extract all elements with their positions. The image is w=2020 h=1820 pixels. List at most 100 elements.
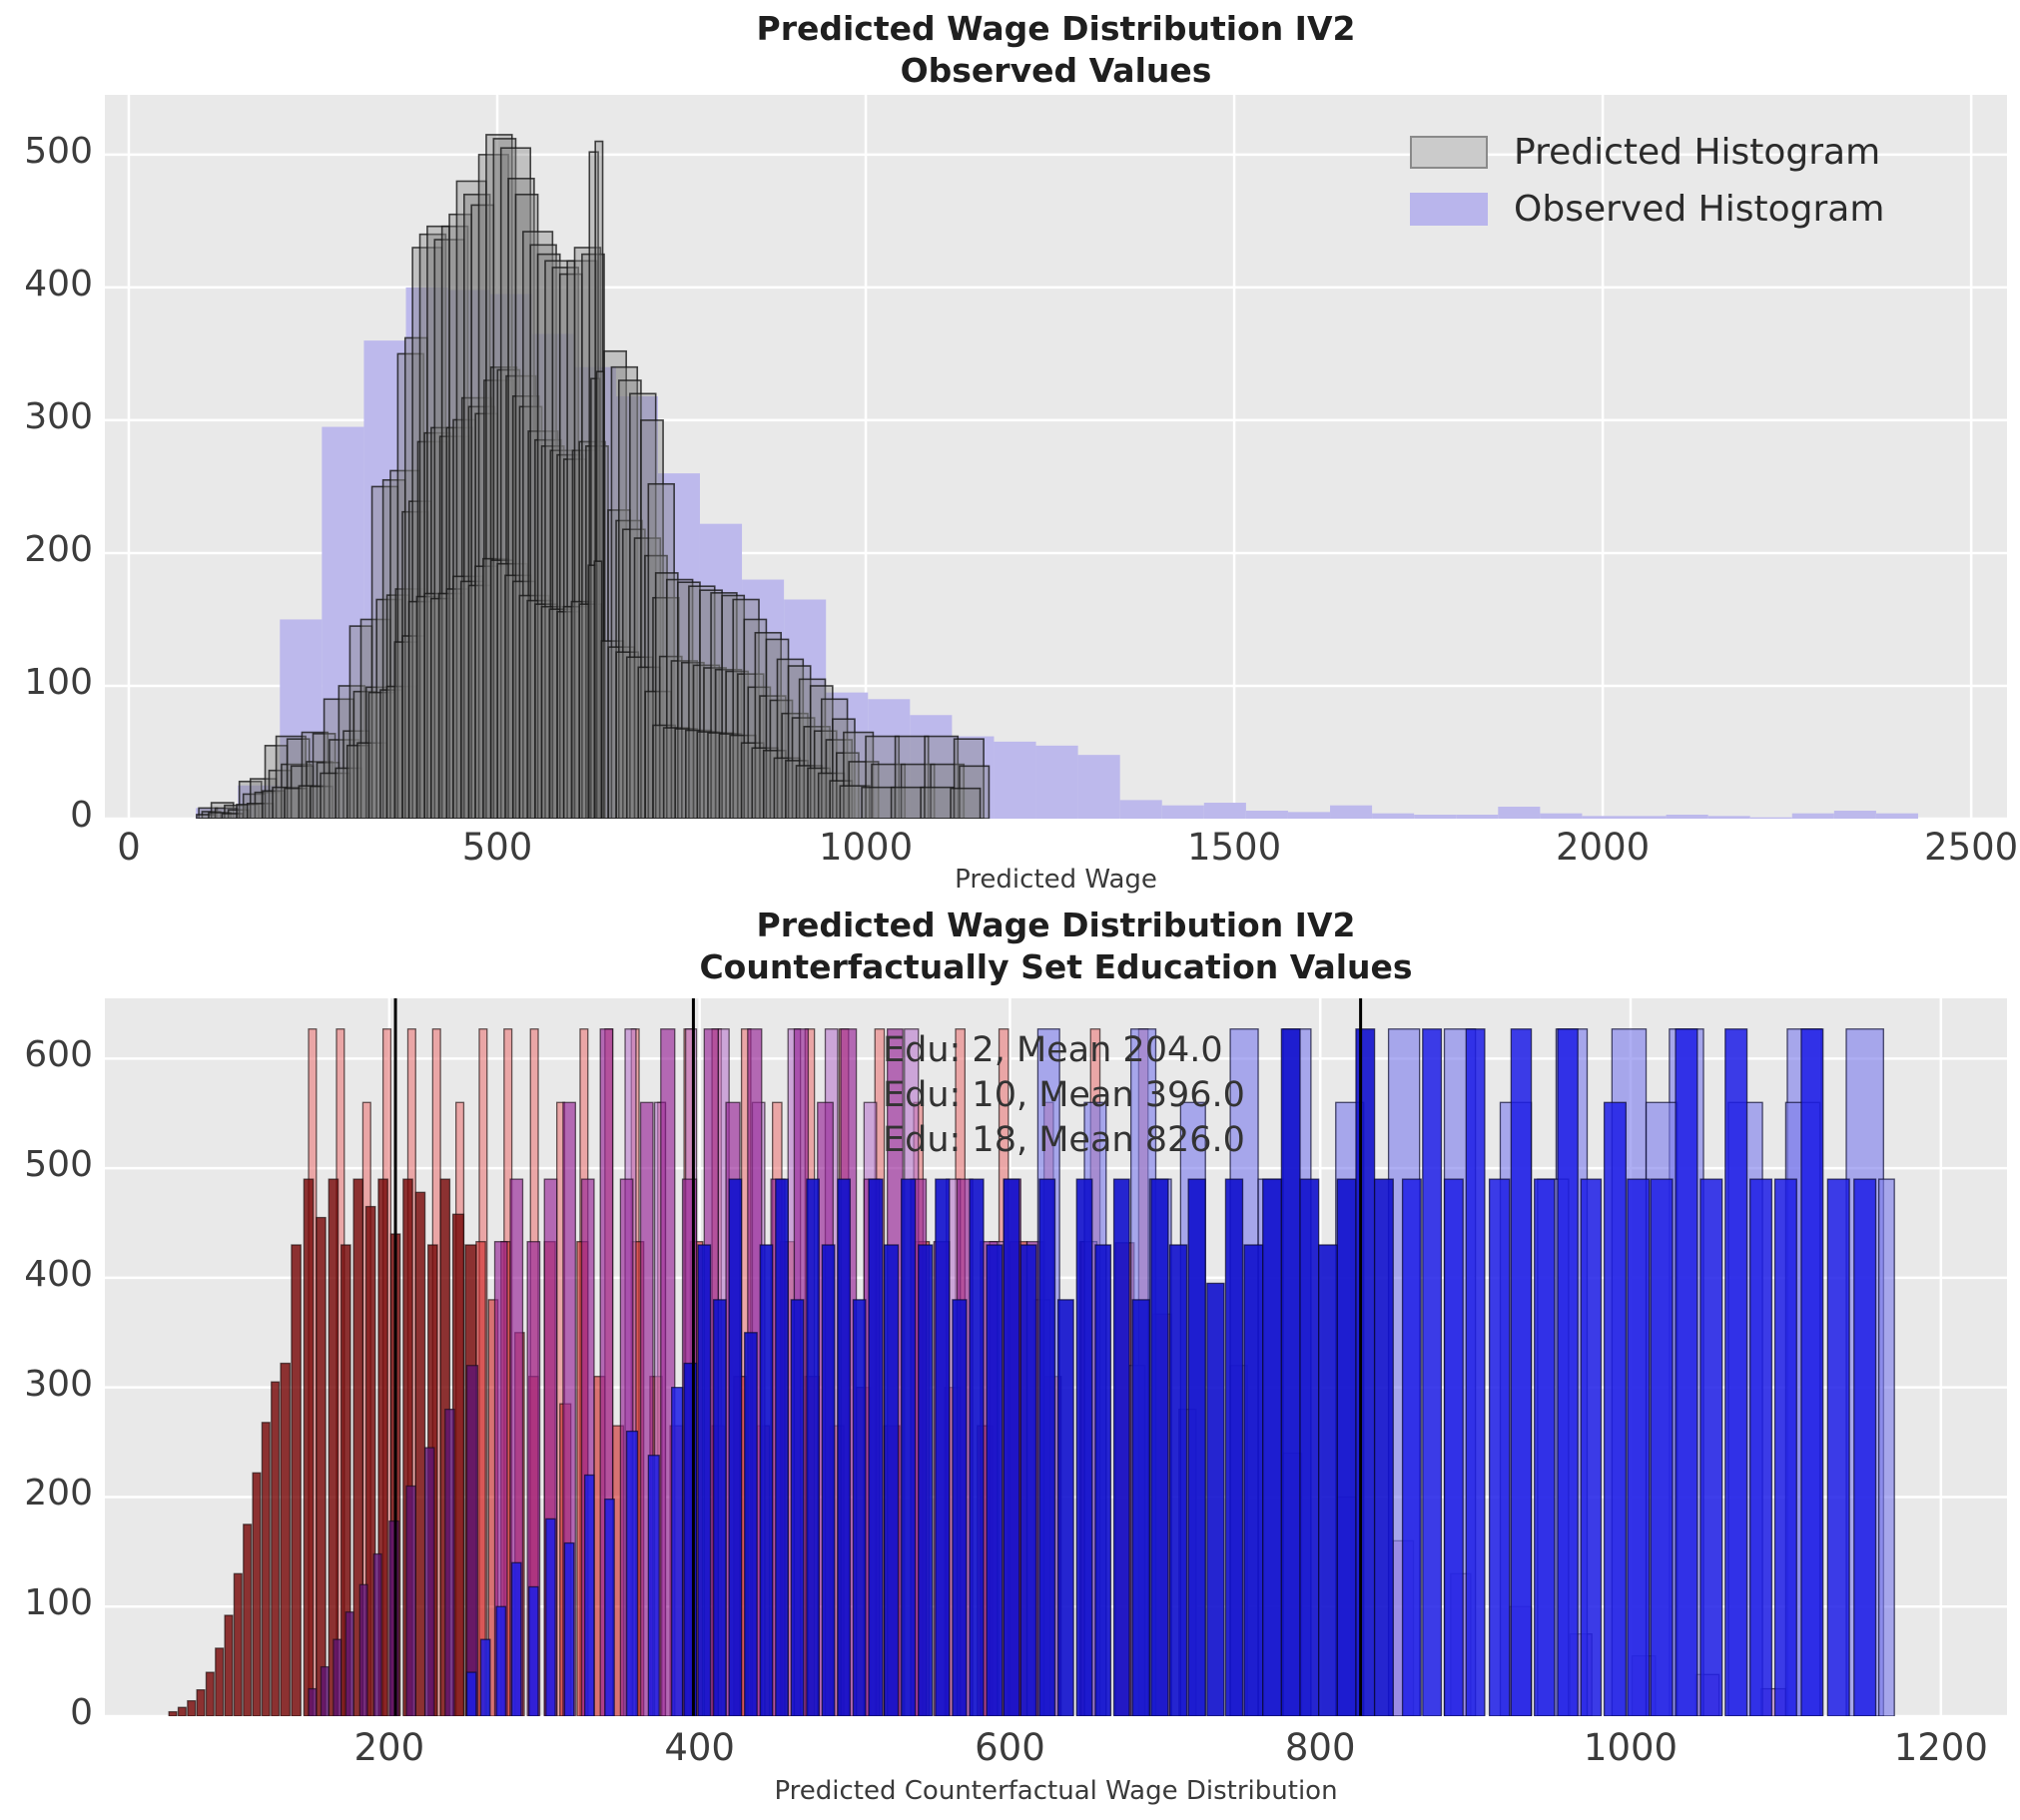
y-tick-label: 0 xyxy=(70,795,93,836)
edu-18-histogram-bar xyxy=(495,1605,507,1716)
edu-2-histogram-bar xyxy=(402,1178,413,1716)
top-chart-y-axis: 0 100 200 300 400 500 xyxy=(0,95,97,836)
edu-2-histogram-bar xyxy=(252,1472,262,1716)
edu-18-histogram-bar xyxy=(868,1178,884,1716)
observed-histogram-bar xyxy=(1456,815,1499,819)
edu-18-histogram-bar xyxy=(759,1244,774,1716)
observed-histogram-bar xyxy=(1077,755,1120,819)
edu-2-histogram-bar xyxy=(328,1178,339,1716)
edu-18-histogram-bar xyxy=(1355,1028,1376,1716)
edu-2-histogram-bar xyxy=(224,1614,234,1716)
x-tick-label: 200 xyxy=(353,1726,425,1769)
predicted-histogram-bar xyxy=(310,785,334,819)
predicted-histogram-bar xyxy=(839,785,871,819)
observed-histogram-bar xyxy=(363,340,406,819)
edu-18-histogram-bar xyxy=(1465,1028,1486,1716)
edu-10-histogram-bar xyxy=(388,1519,399,1716)
observed-histogram-bar xyxy=(1330,805,1373,819)
edu-18-histogram-bar xyxy=(510,1561,522,1716)
edu-18-histogram-bar xyxy=(821,1244,836,1716)
predicted-histogram-bar xyxy=(959,765,991,819)
edu-18-histogram-bar xyxy=(1699,1178,1723,1716)
edu-18-histogram-bar xyxy=(583,1474,595,1716)
predicted-histogram-bar xyxy=(871,763,907,819)
x-tick-label: 0 xyxy=(117,826,141,869)
predicted-histogram-bar xyxy=(900,763,936,819)
edu-18-histogram-bar xyxy=(671,1387,684,1716)
observed-histogram-bar xyxy=(1245,811,1288,819)
edu-2-histogram-bar xyxy=(291,1244,302,1716)
edu-10-histogram-bar xyxy=(320,1665,330,1716)
observed-histogram-bar xyxy=(1287,812,1331,819)
legend-line-edu-18: Edu: 18, Mean 826.0 xyxy=(883,1120,1245,1160)
edu-18-histogram-bar xyxy=(935,1178,951,1716)
edu-2-histogram-bar xyxy=(196,1689,206,1716)
bottom-chart-title: Predicted Wage Distribution IV2 Counterf… xyxy=(105,905,2007,988)
x-tick-label: 800 xyxy=(1284,1726,1356,1769)
predicted-histogram-bar xyxy=(950,787,982,819)
legend-row-predicted: Predicted Histogram xyxy=(1410,132,1884,173)
observed-histogram-bar xyxy=(1414,815,1457,819)
top-chart-canvas xyxy=(105,95,2007,819)
edu-2-histogram-bar xyxy=(168,1710,178,1716)
edu-18-histogram-bar xyxy=(1773,1178,1797,1716)
edu-18-histogram-bar xyxy=(1112,1178,1130,1716)
edu-2-histogram-bar xyxy=(316,1216,327,1716)
observed-histogram-bar xyxy=(1875,813,1918,819)
y-tick-label: 300 xyxy=(24,395,93,437)
predicted-histogram-bar xyxy=(594,140,604,819)
y-tick-label: 100 xyxy=(24,661,93,703)
edu-18-histogram-bar xyxy=(1443,1178,1464,1716)
edu-18-histogram-bar xyxy=(1580,1178,1603,1716)
edu-2-histogram-bar xyxy=(261,1422,271,1716)
observed-histogram-bar xyxy=(1582,816,1625,819)
observed-histogram-bar xyxy=(1666,815,1708,819)
edu-18-histogram-bar xyxy=(1603,1101,1627,1716)
edu-18-histogram-bar xyxy=(1075,1178,1093,1716)
y-tick-label: 200 xyxy=(24,528,93,570)
edu-18-histogram-bar xyxy=(1800,1028,1824,1716)
bottom-chart-x-axis: 200 400 600 800 1000 1200 xyxy=(0,1726,2020,1772)
edu-18-histogram-bar xyxy=(918,1244,934,1716)
edu-18-histogram-bar xyxy=(465,1671,477,1716)
edu-18-histogram-bar xyxy=(1262,1178,1283,1716)
bottom-chart-title-line2: Counterfactually Set Education Values xyxy=(699,947,1413,986)
edu-18-histogram-bar xyxy=(528,1585,539,1716)
observed-histogram-bar xyxy=(1161,805,1204,819)
edu-10-histogram-bar xyxy=(405,1485,416,1716)
edu-18-histogram-bar xyxy=(837,1178,852,1716)
edu-18-histogram-bar xyxy=(1534,1178,1556,1716)
top-chart-x-axis: 0 500 1000 1500 2000 2500 xyxy=(0,826,2020,872)
edu-10-histogram-bar xyxy=(344,1611,354,1716)
edu-18-histogram-bar xyxy=(1510,1028,1533,1716)
edu-2-histogram-bar xyxy=(205,1671,215,1716)
predicted-histogram-bar xyxy=(496,562,528,819)
edu-18-histogram-bar xyxy=(1373,1178,1394,1716)
edu-18-histogram-bar xyxy=(1187,1178,1206,1716)
edu-10-histogram-bar xyxy=(493,1241,508,1716)
predicted-histogram-bar xyxy=(930,763,966,819)
edu-18-histogram-bar xyxy=(1627,1178,1651,1716)
top-chart-x-label: Predicted Wage xyxy=(955,865,1157,895)
edu-18-histogram-bar xyxy=(1038,1178,1056,1716)
edu-2-histogram-bar xyxy=(177,1706,187,1716)
top-chart-legend: Predicted Histogram Observed Histogram xyxy=(1410,132,1884,230)
edu-18-histogram-bar xyxy=(1826,1178,1850,1716)
edu-18-histogram-bar xyxy=(697,1244,712,1716)
observed-histogram-bar xyxy=(1119,800,1162,819)
y-tick-label: 200 xyxy=(24,1473,93,1515)
edu-18-histogram-bar xyxy=(1422,1028,1443,1716)
edu-18-histogram-bar xyxy=(647,1455,660,1716)
edu-18-histogram-bar xyxy=(545,1517,556,1716)
edu-10-histogram-bar xyxy=(358,1583,368,1716)
edu-18-histogram-bar xyxy=(790,1299,805,1716)
edu-18-histogram-bar xyxy=(563,1541,575,1716)
edu-18-histogram-bar xyxy=(1094,1244,1112,1716)
predicted-histogram-bar xyxy=(429,597,462,819)
observed-histogram-label: Observed Histogram xyxy=(1514,189,1885,230)
predicted-histogram-bar xyxy=(407,600,439,819)
edu-2-histogram-bar xyxy=(243,1523,253,1716)
edu-18-histogram-bar xyxy=(1224,1178,1244,1716)
edu-18-histogram-bar xyxy=(728,1178,743,1716)
predicted-histogram-bar xyxy=(848,761,880,819)
